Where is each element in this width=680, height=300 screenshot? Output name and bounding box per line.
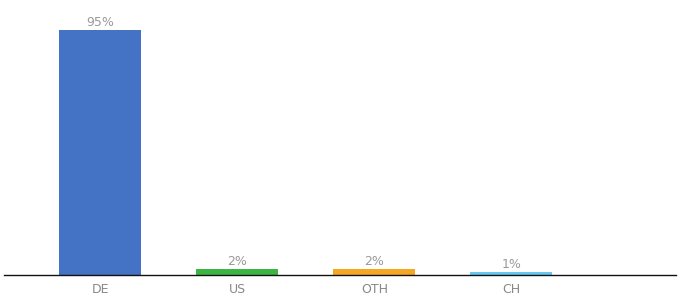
Bar (196, 269, 278, 275)
Bar (471, 272, 552, 274)
Bar (59, 30, 141, 274)
Bar (333, 269, 415, 275)
Text: 95%: 95% (86, 16, 114, 28)
Text: 1%: 1% (501, 258, 522, 271)
Text: 2%: 2% (364, 255, 384, 268)
Text: 2%: 2% (227, 255, 247, 268)
